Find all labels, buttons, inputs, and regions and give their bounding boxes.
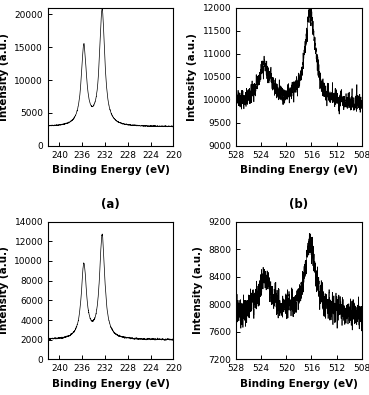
- Text: (b): (b): [289, 198, 308, 211]
- Y-axis label: Intensity (a.u.): Intensity (a.u.): [0, 33, 9, 121]
- Y-axis label: Intensity (a.u.): Intensity (a.u.): [0, 246, 9, 335]
- Text: (a): (a): [101, 198, 120, 211]
- Y-axis label: Intensity (a.u.): Intensity (a.u.): [187, 33, 197, 121]
- X-axis label: Binding Energy (eV): Binding Energy (eV): [240, 165, 358, 175]
- X-axis label: Binding Energy (eV): Binding Energy (eV): [240, 379, 358, 389]
- Y-axis label: Intensity (a.u.): Intensity (a.u.): [193, 246, 203, 335]
- X-axis label: Binding Energy (eV): Binding Energy (eV): [52, 165, 170, 175]
- X-axis label: Binding Energy (eV): Binding Energy (eV): [52, 379, 170, 389]
